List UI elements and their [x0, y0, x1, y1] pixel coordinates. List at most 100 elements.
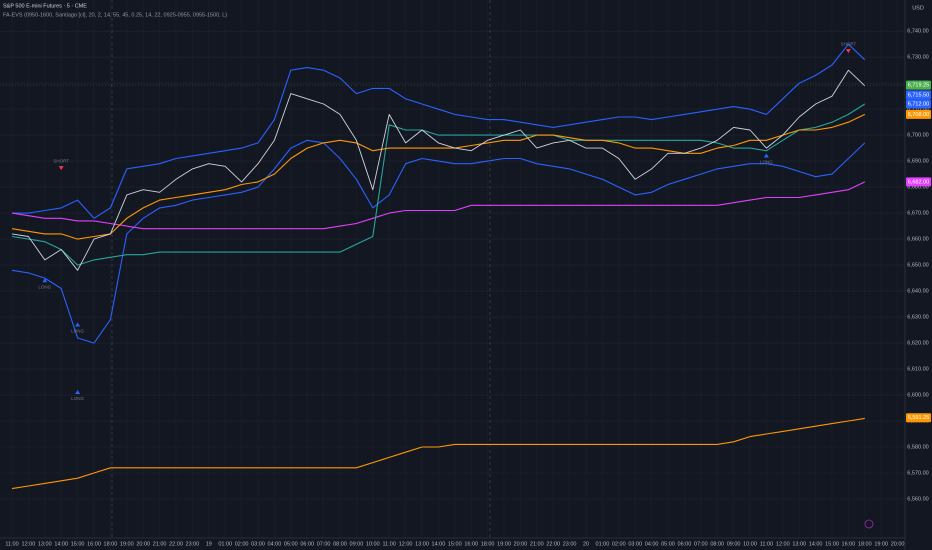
- signal-label: SHORT: [53, 158, 69, 163]
- price-label: 6,719.25: [908, 83, 929, 89]
- x-tick-label: 02:00: [612, 541, 626, 547]
- x-tick-label: 14:00: [432, 541, 446, 547]
- x-tick-label: 13:00: [38, 541, 52, 547]
- x-tick-label: 03:00: [251, 541, 265, 547]
- series-line: [11, 113, 866, 240]
- x-tick-label: 01:00: [596, 541, 610, 547]
- x-tick-label: 09:00: [350, 541, 364, 547]
- y-tick-label: 6,600.00: [907, 393, 928, 399]
- x-tick-label: 18:00: [104, 541, 118, 547]
- x-tick-label: 08:00: [710, 541, 724, 547]
- x-tick-label: 14:00: [809, 541, 823, 547]
- x-tick-label: 18:00: [858, 541, 872, 547]
- price-label-box: [906, 109, 931, 119]
- y-tick-label: 6,640.00: [907, 289, 928, 295]
- x-tick-label: 11:00: [760, 541, 773, 547]
- x-tick-label: 06:00: [300, 541, 314, 547]
- x-tick-label: 04:00: [268, 541, 282, 547]
- signal-marker: [75, 322, 81, 327]
- price-label: 6,591.25: [908, 415, 929, 421]
- signal-label: SHORT: [841, 41, 857, 46]
- x-tick-label: 08:00: [333, 541, 347, 547]
- signal-marker: [75, 390, 81, 395]
- price-label-box: [906, 80, 931, 90]
- x-tick-label: 21:00: [530, 541, 544, 547]
- y-tick-label: 6,620.00: [907, 341, 928, 347]
- x-tick-label: 04:00: [645, 541, 659, 547]
- signal-marker: [763, 153, 769, 158]
- x-tick-label: 18:00: [481, 541, 495, 547]
- x-tick-label: 06:00: [678, 541, 692, 547]
- x-tick-label: 11:00: [5, 541, 18, 547]
- price-label-box: [906, 177, 931, 187]
- signal-marker: [845, 49, 851, 54]
- x-tick-label: 23:00: [563, 541, 577, 547]
- signal-marker: [42, 278, 48, 283]
- series-line: [11, 417, 865, 490]
- x-tick-label: 12:00: [776, 541, 790, 547]
- price-label-box: [906, 413, 931, 423]
- series-line: [12, 43, 866, 219]
- y-tick-label: 6,650.00: [907, 263, 928, 269]
- signal-marker: [58, 166, 64, 171]
- price-label: 6,712.00: [908, 101, 929, 107]
- x-tick-label: 11:00: [383, 541, 396, 547]
- y-tick-label: 6,560.00: [907, 496, 928, 502]
- series-line: [11, 69, 866, 271]
- indicator-label[interactable]: FA-EVS (0950-1600, Santiago [cl], 20, 2,…: [3, 12, 227, 18]
- signal-label: LONG: [71, 329, 84, 334]
- price-label-box: [906, 99, 931, 109]
- chart-title: S&P 500 E-mini Futures · 5 · CME: [3, 3, 87, 9]
- x-tick-label: 12:00: [399, 541, 413, 547]
- price-label: 6,708.00: [908, 112, 929, 118]
- x-tick-label: 20:00: [514, 541, 528, 547]
- x-tick-label: 13:00: [792, 541, 806, 547]
- y-tick-label: 6,570.00: [907, 470, 928, 476]
- y-tick-label: 6,670.00: [907, 211, 928, 217]
- x-tick-label: 21:00: [153, 541, 167, 547]
- grid: [0, 30, 905, 500]
- x-tick-label: 20:00: [891, 541, 905, 547]
- x-tick-label: 15:00: [825, 541, 839, 547]
- y-tick-label: 6,680.00: [907, 185, 928, 191]
- signal-label: LONG: [71, 396, 84, 401]
- x-tick-label: 19:00: [874, 541, 888, 547]
- y-tick-label: 6,690.00: [907, 159, 928, 165]
- currency-label[interactable]: USD: [912, 5, 924, 11]
- y-tick-label: 6,660.00: [907, 237, 928, 243]
- x-tick-label: 16:00: [842, 541, 856, 547]
- y-tick-label: 6,730.00: [907, 55, 928, 61]
- price-label: 6,715.50: [908, 92, 929, 98]
- x-tick-label: 20:00: [136, 541, 150, 547]
- x-tick-label: 22:00: [546, 541, 560, 547]
- event-icon[interactable]: [864, 519, 874, 529]
- x-tick-label: 16:00: [464, 541, 478, 547]
- signal-label: LONG: [760, 160, 773, 165]
- x-tick-label: 19:00: [497, 541, 511, 547]
- x-tick-label: 01:00: [218, 541, 232, 547]
- x-tick-label: 07:00: [317, 541, 331, 547]
- x-tick-label: 14:00: [54, 541, 68, 547]
- y-tick-label: 6,740.00: [907, 29, 928, 35]
- x-tick-label: 05:00: [661, 541, 675, 547]
- x-tick-label: 16:00: [87, 541, 101, 547]
- series-line: [11, 139, 866, 344]
- series-line: [11, 181, 866, 230]
- x-tick-label: 12:00: [22, 541, 36, 547]
- y-tick-label: 6,630.00: [907, 315, 928, 321]
- price-label: 6,682.00: [908, 179, 929, 185]
- price-label-box: [906, 90, 931, 100]
- x-tick-label: 20: [583, 541, 589, 547]
- y-tick-label: 6,710.00: [907, 107, 928, 113]
- y-tick-label: 6,580.00: [907, 444, 928, 450]
- x-tick-label: 19: [206, 541, 212, 547]
- x-tick-label: 07:00: [694, 541, 708, 547]
- x-tick-label: 13:00: [415, 541, 429, 547]
- signal-label: LONG: [38, 284, 51, 289]
- y-tick-label: 6,700.00: [907, 133, 928, 139]
- x-tick-label: 22:00: [169, 541, 183, 547]
- x-tick-label: 15:00: [448, 541, 462, 547]
